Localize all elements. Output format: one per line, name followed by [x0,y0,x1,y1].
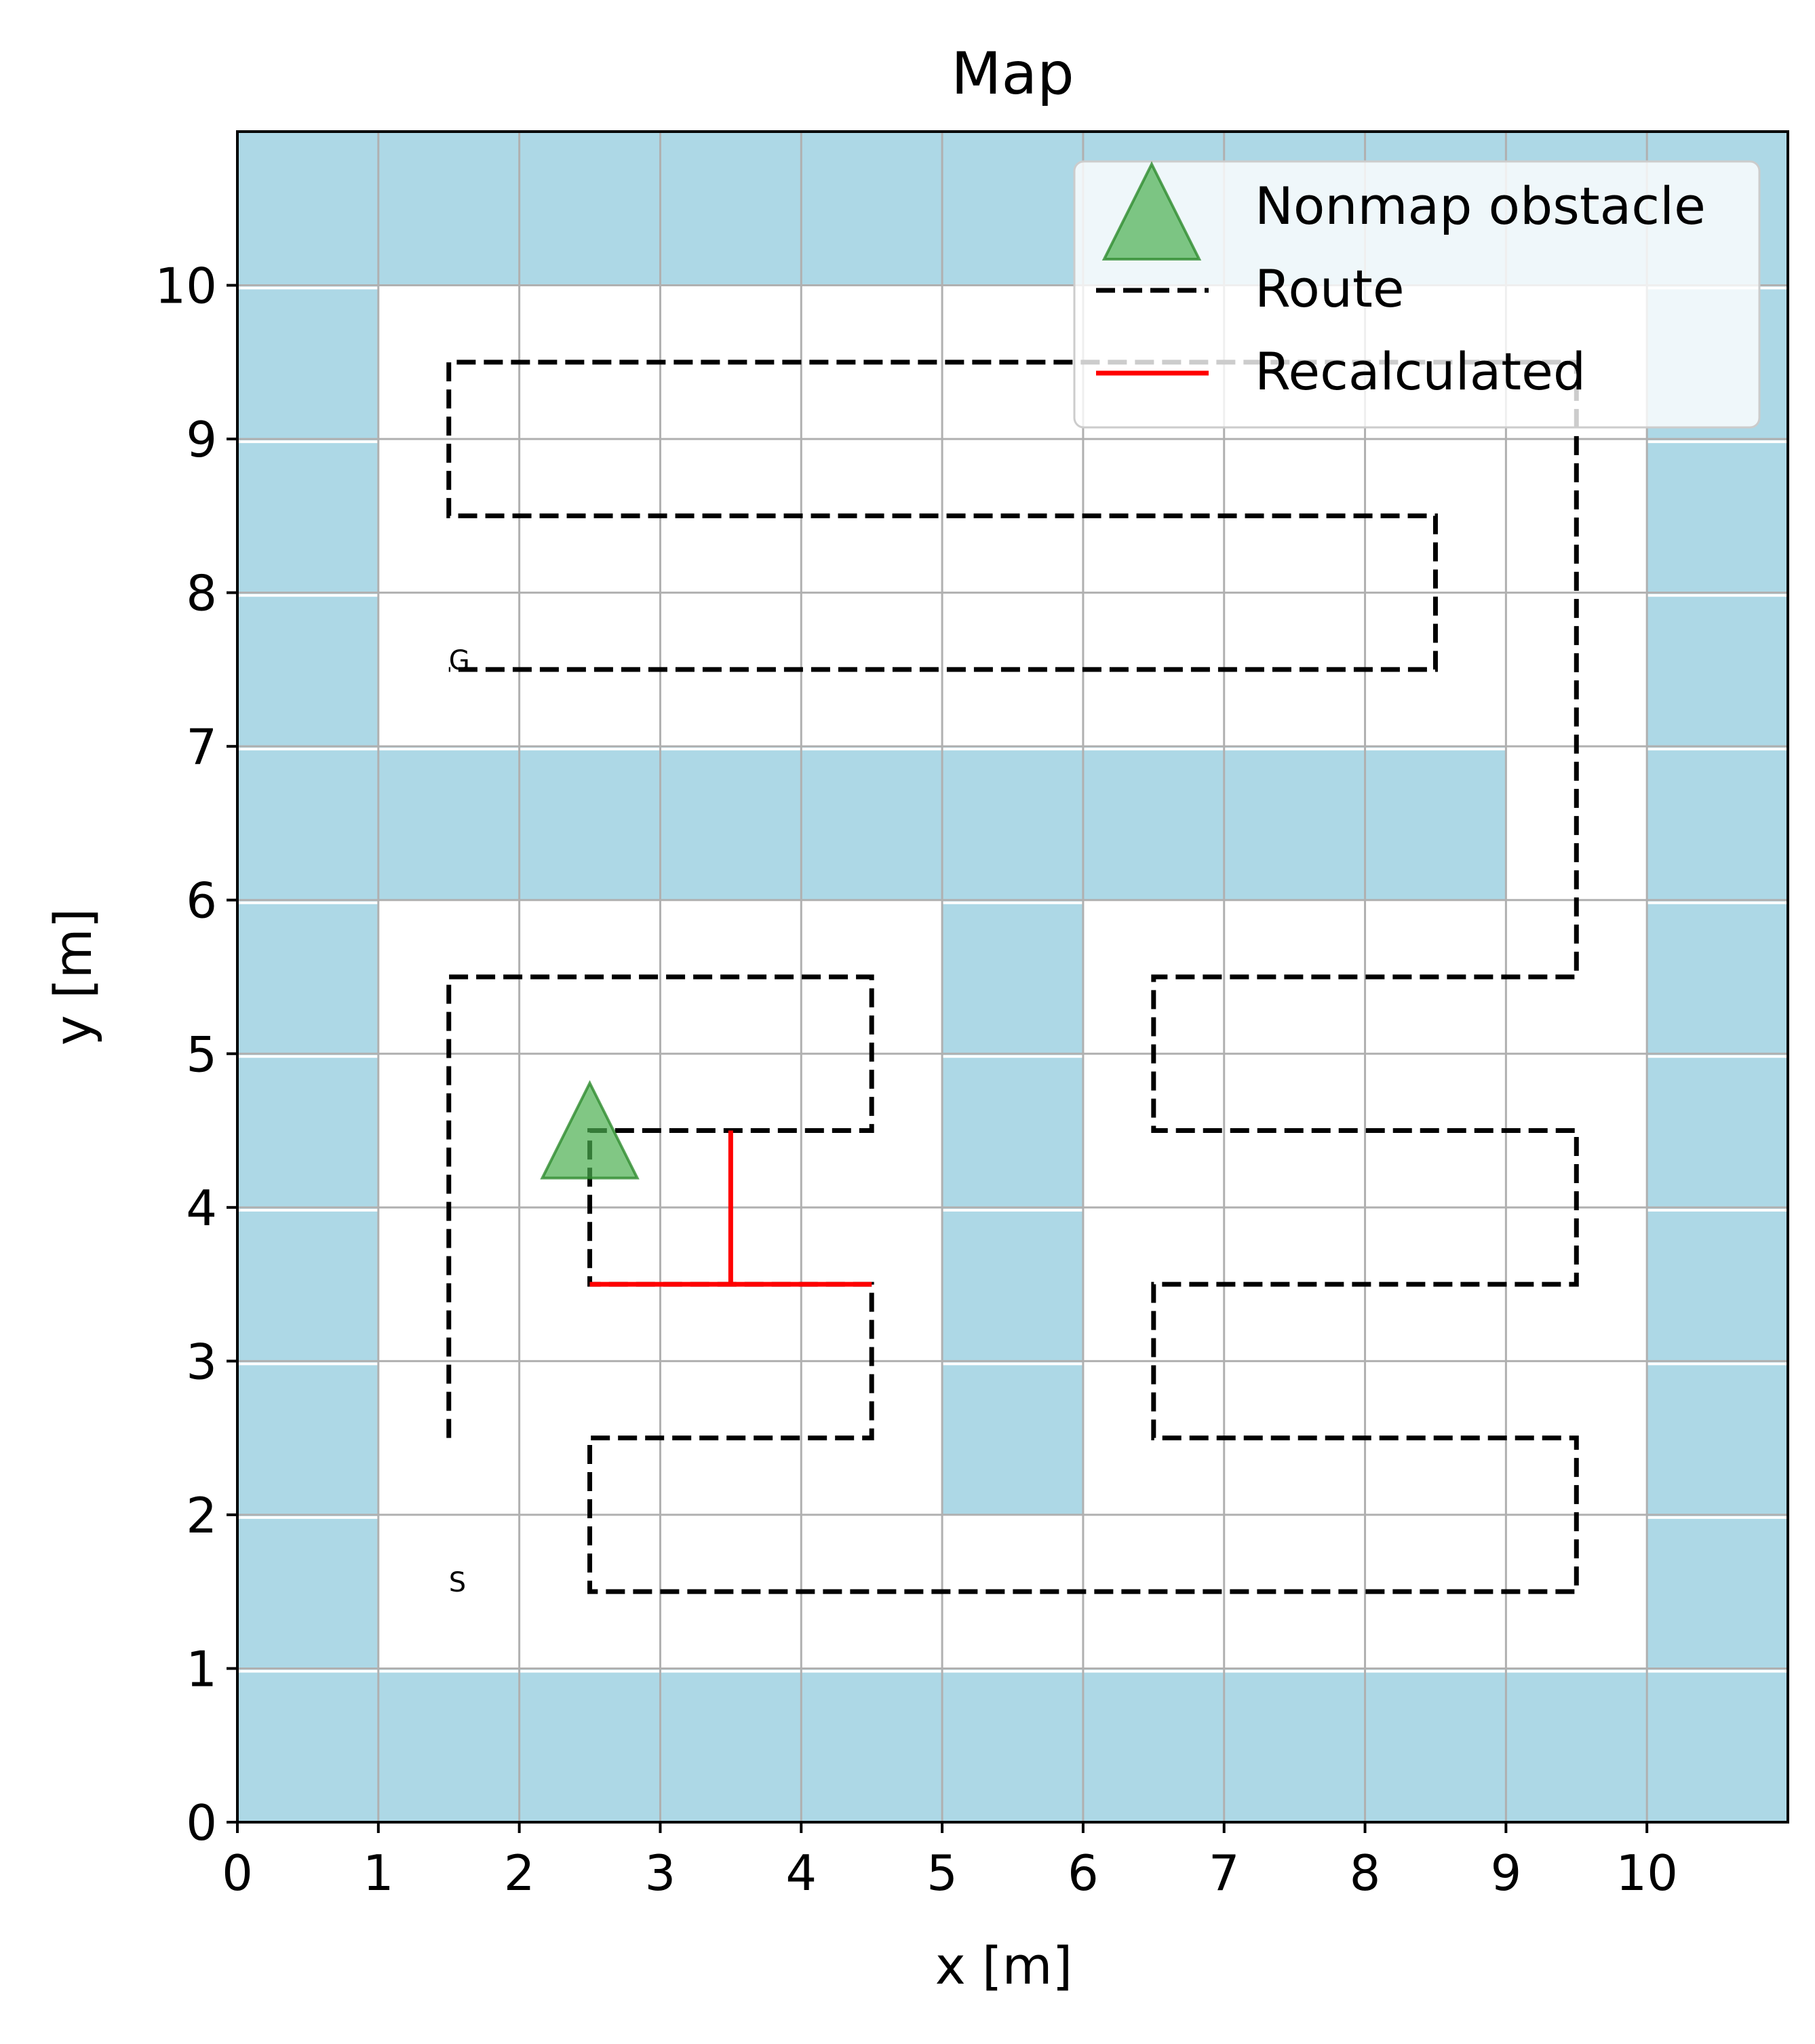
x-tick-label: 7 [1209,1845,1240,1902]
obstacle-cell [801,132,943,286]
x-tick-label: 0 [222,1845,253,1902]
legend: Nonmap obstacle Route Recalculated [1073,160,1761,429]
x-tick-label: 2 [504,1845,535,1902]
obstacle-cell [378,1668,520,1822]
y-tick-label: 8 [186,565,217,622]
x-tick-label: 6 [1068,1845,1099,1902]
obstacle-cell [660,132,802,286]
obstacle-cell [237,1361,378,1515]
obstacle-cell [942,1668,1083,1822]
y-tick-label: 3 [186,1333,217,1390]
obstacle-cell [1647,900,1788,1054]
legend-label-recalculated: Recalculated [1255,341,1586,402]
map-obstacles [237,132,1788,1822]
obstacle-cell [942,132,1083,286]
x-tick-label: 3 [645,1845,676,1902]
obstacle-cell [378,746,520,900]
obstacle-cell [801,746,943,900]
annotation-g: G [449,645,470,676]
obstacle-cell [519,746,661,900]
obstacle-cell [237,285,378,440]
obstacle-cell [519,132,661,286]
obstacle-cell [1647,1668,1788,1822]
y-tick-label: 9 [186,411,217,468]
obstacle-cell [660,746,802,900]
y-tick-label: 1 [186,1640,217,1697]
axis-ticks: 0 1 2 3 4 5 6 7 8 9 10 0 1 2 3 4 5 6 7 8 9 10 [155,258,1678,1902]
obstacle-cell [1647,746,1788,900]
obstacle-cell [1647,1054,1788,1208]
obstacle-cell [237,900,378,1054]
obstacle-cell [1365,1668,1506,1822]
y-tick-label: 0 [186,1794,217,1851]
y-tick-label: 5 [186,1026,217,1083]
y-tick-label: 4 [186,1180,217,1237]
obstacle-cell [942,1361,1083,1515]
obstacle-cell [378,132,520,286]
x-tick-label: 9 [1490,1845,1521,1902]
annotation-s: S [449,1567,466,1598]
obstacle-cell [942,1054,1083,1208]
obstacle-cell [237,592,378,747]
x-axis-label: x [m] [935,1935,1072,1996]
obstacle-cell [237,1054,378,1208]
obstacle-cell [1082,746,1224,900]
obstacle-cell [660,1668,802,1822]
obstacle-cell [237,1207,378,1362]
obstacle-cell [237,1668,378,1822]
obstacle-cell [1082,1668,1224,1822]
obstacle-cell [1647,1361,1788,1515]
annotations: GS [449,645,470,1598]
plot-frame [236,130,1789,1824]
y-tick-label: 6 [186,872,217,929]
chart-title: Map [951,40,1074,108]
x-tick-label: 1 [363,1845,394,1902]
obstacle-cell [237,132,378,286]
obstacle-cell [519,1668,661,1822]
obstacle-cell [1647,1207,1788,1362]
obstacle-cell [1647,1514,1788,1669]
nonmap-obstacle-marker [540,1080,640,1180]
obstacle-cell [801,1668,943,1822]
y-axis-label: y [m] [43,908,103,1045]
obstacle-cell [1647,592,1788,747]
plot-series [446,360,1579,1594]
y-tick-label: 7 [186,718,217,775]
y-tick-label: 2 [186,1487,217,1544]
obstacle-cell [1224,746,1365,900]
obstacle-cell [237,1514,378,1669]
obstacle-cell [942,746,1083,900]
obstacle-cell [942,1207,1083,1362]
obstacle-cell [1506,1668,1647,1822]
legend-label-nonmap-obstacle: Nonmap obstacle [1255,176,1706,236]
obstacle-cell [1224,1668,1365,1822]
legend-box [1073,160,1761,429]
obstacle-cell [1365,746,1506,900]
x-tick-label: 5 [926,1845,958,1902]
obstacle-cell [237,439,378,593]
y-tick-label: 10 [155,258,217,315]
x-tick-label: 8 [1350,1845,1381,1902]
obstacle-cell [942,900,1083,1054]
obstacle-cell [1647,439,1788,593]
x-tick-label: 10 [1616,1845,1678,1902]
x-tick-label: 4 [785,1845,817,1902]
nonmap-obstacle-legend-marker-icon [1101,161,1202,261]
legend-label-route: Route [1255,258,1405,319]
obstacle-cell [237,746,378,900]
